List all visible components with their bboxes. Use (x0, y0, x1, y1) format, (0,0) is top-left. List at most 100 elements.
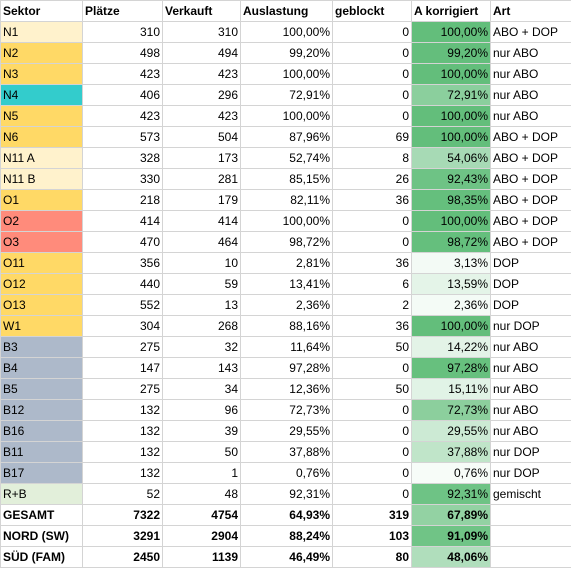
plaetze-cell[interactable]: 440 (83, 274, 163, 295)
verkauft-cell[interactable]: 48 (163, 484, 241, 505)
verkauft-cell[interactable]: 423 (163, 64, 241, 85)
sektor-cell[interactable]: W1 (1, 316, 83, 337)
a-korrigiert-cell[interactable]: 100,00% (412, 106, 491, 127)
geblockt-cell[interactable]: 0 (333, 232, 412, 253)
a-korrigiert-cell[interactable]: 15,11% (412, 379, 491, 400)
geblockt-cell[interactable]: 36 (333, 190, 412, 211)
geblockt-cell[interactable]: 0 (333, 64, 412, 85)
a-korrigiert-cell[interactable]: 54,06% (412, 148, 491, 169)
geblockt-cell[interactable]: 36 (333, 316, 412, 337)
verkauft-cell[interactable]: 13 (163, 295, 241, 316)
a-korrigiert-cell[interactable]: 100,00% (412, 127, 491, 148)
geblockt-cell[interactable]: 26 (333, 169, 412, 190)
a-korrigiert-cell[interactable]: 100,00% (412, 211, 491, 232)
a-korrigiert-cell[interactable]: 67,89% (412, 505, 491, 526)
art-cell[interactable]: nur ABO (491, 379, 571, 400)
a-korrigiert-cell[interactable]: 3,13% (412, 253, 491, 274)
geblockt-cell[interactable]: 0 (333, 400, 412, 421)
sektor-cell[interactable]: N11 B (1, 169, 83, 190)
sektor-cell[interactable]: N6 (1, 127, 83, 148)
verkauft-cell[interactable]: 464 (163, 232, 241, 253)
geblockt-cell[interactable]: 0 (333, 463, 412, 484)
auslastung-cell[interactable]: 72,91% (241, 85, 333, 106)
art-cell[interactable]: ABO + DOP (491, 148, 571, 169)
geblockt-cell[interactable]: 0 (333, 43, 412, 64)
plaetze-cell[interactable]: 3291 (83, 526, 163, 547)
plaetze-cell[interactable]: 132 (83, 421, 163, 442)
auslastung-cell[interactable]: 52,74% (241, 148, 333, 169)
auslastung-cell[interactable]: 99,20% (241, 43, 333, 64)
plaetze-cell[interactable]: 414 (83, 211, 163, 232)
sektor-cell[interactable]: O2 (1, 211, 83, 232)
art-cell[interactable]: nur ABO (491, 106, 571, 127)
art-cell[interactable]: nur ABO (491, 43, 571, 64)
art-cell[interactable]: ABO + DOP (491, 169, 571, 190)
auslastung-cell[interactable]: 13,41% (241, 274, 333, 295)
plaetze-cell[interactable]: 552 (83, 295, 163, 316)
auslastung-cell[interactable]: 88,16% (241, 316, 333, 337)
plaetze-cell[interactable]: 328 (83, 148, 163, 169)
sektor-cell[interactable]: R+B (1, 484, 83, 505)
header-sektor[interactable]: Sektor (1, 1, 83, 22)
plaetze-cell[interactable]: 7322 (83, 505, 163, 526)
geblockt-cell[interactable]: 80 (333, 547, 412, 568)
sektor-cell[interactable]: N1 (1, 22, 83, 43)
sektor-cell[interactable]: O11 (1, 253, 83, 274)
plaetze-cell[interactable]: 132 (83, 463, 163, 484)
sektor-cell[interactable]: N11 A (1, 148, 83, 169)
auslastung-cell[interactable]: 11,64% (241, 337, 333, 358)
auslastung-cell[interactable]: 88,24% (241, 526, 333, 547)
verkauft-cell[interactable]: 173 (163, 148, 241, 169)
verkauft-cell[interactable]: 281 (163, 169, 241, 190)
plaetze-cell[interactable]: 275 (83, 379, 163, 400)
a-korrigiert-cell[interactable]: 92,31% (412, 484, 491, 505)
art-cell[interactable]: gemischt (491, 484, 571, 505)
geblockt-cell[interactable]: 50 (333, 379, 412, 400)
sektor-cell[interactable]: B16 (1, 421, 83, 442)
auslastung-cell[interactable]: 98,72% (241, 232, 333, 253)
sektor-cell[interactable]: B4 (1, 358, 83, 379)
geblockt-cell[interactable]: 2 (333, 295, 412, 316)
sektor-cell[interactable]: N4 (1, 85, 83, 106)
geblockt-cell[interactable]: 319 (333, 505, 412, 526)
verkauft-cell[interactable]: 96 (163, 400, 241, 421)
art-cell[interactable]: ABO + DOP (491, 127, 571, 148)
geblockt-cell[interactable]: 0 (333, 484, 412, 505)
auslastung-cell[interactable]: 0,76% (241, 463, 333, 484)
header-art[interactable]: Art (491, 1, 571, 22)
a-korrigiert-cell[interactable]: 98,35% (412, 190, 491, 211)
sektor-cell[interactable]: O12 (1, 274, 83, 295)
art-cell[interactable]: nur ABO (491, 358, 571, 379)
header-verkauft[interactable]: Verkauft (163, 1, 241, 22)
verkauft-cell[interactable]: 1 (163, 463, 241, 484)
art-cell[interactable]: nur ABO (491, 421, 571, 442)
geblockt-cell[interactable]: 103 (333, 526, 412, 547)
art-cell[interactable]: ABO + DOP (491, 232, 571, 253)
art-cell[interactable]: DOP (491, 295, 571, 316)
art-cell[interactable]: nur ABO (491, 400, 571, 421)
verkauft-cell[interactable]: 50 (163, 442, 241, 463)
auslastung-cell[interactable]: 72,73% (241, 400, 333, 421)
geblockt-cell[interactable]: 36 (333, 253, 412, 274)
sektor-cell[interactable]: B12 (1, 400, 83, 421)
verkauft-cell[interactable]: 10 (163, 253, 241, 274)
art-cell[interactable]: DOP (491, 274, 571, 295)
art-cell[interactable]: ABO + DOP (491, 211, 571, 232)
plaetze-cell[interactable]: 275 (83, 337, 163, 358)
auslastung-cell[interactable]: 82,11% (241, 190, 333, 211)
plaetze-cell[interactable]: 498 (83, 43, 163, 64)
verkauft-cell[interactable]: 310 (163, 22, 241, 43)
a-korrigiert-cell[interactable]: 92,43% (412, 169, 491, 190)
header-geblockt[interactable]: geblockt (333, 1, 412, 22)
plaetze-cell[interactable]: 423 (83, 106, 163, 127)
geblockt-cell[interactable]: 0 (333, 22, 412, 43)
art-cell[interactable] (491, 547, 571, 568)
art-cell[interactable]: nur ABO (491, 64, 571, 85)
geblockt-cell[interactable]: 50 (333, 337, 412, 358)
art-cell[interactable]: nur ABO (491, 85, 571, 106)
sektor-cell[interactable]: B3 (1, 337, 83, 358)
a-korrigiert-cell[interactable]: 48,06% (412, 547, 491, 568)
plaetze-cell[interactable]: 132 (83, 442, 163, 463)
a-korrigiert-cell[interactable]: 0,76% (412, 463, 491, 484)
auslastung-cell[interactable]: 2,36% (241, 295, 333, 316)
